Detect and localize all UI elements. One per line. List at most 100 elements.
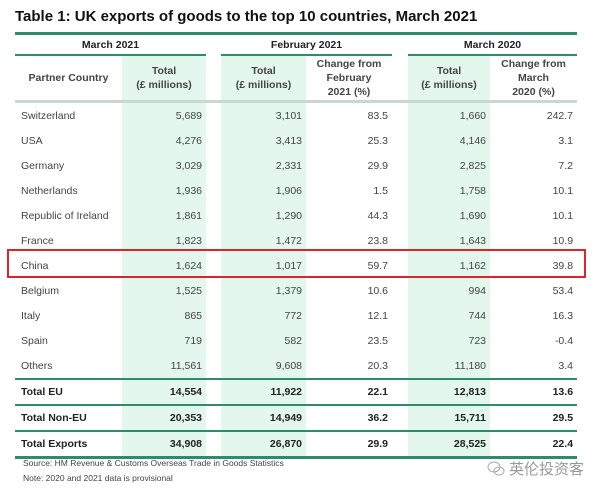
table-row: Others 11,561 9,608 20.3 11,180 3.4 [15, 353, 577, 379]
value-cell: 53.4 [552, 284, 574, 297]
value-cell: 4,146 [408, 128, 491, 153]
group-header: March 2020 [408, 32, 578, 56]
gap [206, 55, 222, 103]
provisional-note: Note: 2020 and 2021 data is provisional [23, 473, 173, 483]
value-cell: 39.8 [552, 259, 574, 272]
column-header: Total (£ millions) [221, 55, 307, 103]
value-cell: 1,690 [408, 203, 491, 228]
value-cell: 744 [408, 303, 491, 328]
value-cell: 582 [221, 328, 307, 353]
gap [206, 153, 222, 178]
country-cell: Others [21, 359, 53, 372]
value-cell: 1,758 [408, 178, 491, 203]
value-cell: 14,949 [221, 404, 307, 431]
gap [206, 278, 222, 303]
value-cell: 7.2 [558, 159, 574, 172]
value-cell: 719 [122, 328, 207, 353]
table-row: Netherlands 1,936 1,906 1.5 1,758 10.1 [15, 178, 577, 203]
value-cell: 1,861 [122, 203, 207, 228]
value-cell: 1,660 [408, 101, 491, 128]
value-cell: 2,825 [408, 153, 491, 178]
value-cell: 22.4 [490, 430, 578, 459]
value-cell: 1,379 [221, 278, 307, 303]
column-header: Change from March 2020 (%) [490, 55, 578, 103]
gap [392, 278, 409, 303]
value-cell: 23.8 [367, 234, 389, 247]
gap [392, 32, 409, 55]
country-cell: France [21, 234, 54, 247]
watermark: 英伦投资客 [487, 458, 584, 479]
value-cell: 723 [408, 328, 491, 353]
china-highlight-box [7, 249, 586, 278]
value-cell: 1,624 [122, 253, 207, 278]
value-cell: 10.1 [552, 184, 574, 197]
gap [206, 253, 222, 278]
value-cell: 11,180 [408, 353, 491, 379]
table-row: Belgium 1,525 1,379 10.6 994 53.4 [15, 278, 577, 303]
value-cell: -0.4 [554, 334, 574, 347]
total-row: Total Exports 34,908 26,870 29.9 28,525 22.4 [15, 430, 578, 459]
value-cell: 10.6 [367, 284, 389, 297]
table-row: Germany 3,029 2,331 29.9 2,825 7.2 [15, 153, 577, 178]
value-cell: 9,608 [221, 353, 307, 379]
value-cell: 29.9 [306, 430, 393, 459]
value-cell: 25.3 [367, 134, 389, 147]
country-cell: Spain [21, 334, 48, 347]
value-cell: 59.7 [367, 259, 389, 272]
value-cell: 12.1 [367, 309, 389, 322]
value-cell: 1,936 [122, 178, 207, 203]
gap [392, 328, 409, 353]
gap [392, 404, 409, 431]
total-row: Total EU 14,554 11,922 22.1 12,813 13.6 [15, 378, 578, 405]
value-cell: 1,823 [122, 228, 207, 253]
wechat-icon [487, 461, 505, 475]
country-cell: Total EU [15, 378, 122, 405]
table-row: Italy 865 772 12.1 744 16.3 [15, 303, 577, 328]
value-cell: 865 [122, 303, 207, 328]
value-cell: 2,331 [221, 153, 307, 178]
gap [392, 228, 409, 253]
column-header: Total (£ millions) [122, 55, 207, 103]
value-cell: 242.7 [546, 109, 574, 122]
gap [206, 328, 222, 353]
exports-table: March 2021 February 2021 March 2020 Part… [15, 32, 578, 459]
source-note: Source: HM Revenue & Customs Overseas Tr… [23, 458, 284, 468]
gap [392, 253, 409, 278]
gap [392, 303, 409, 328]
value-cell: 22.1 [306, 378, 393, 405]
gap [206, 404, 222, 431]
value-cell: 11,922 [221, 378, 307, 405]
value-cell: 15,711 [408, 404, 491, 431]
gap [206, 203, 222, 228]
value-cell: 3,413 [221, 128, 307, 153]
table-row: Republic of Ireland 1,861 1,290 44.3 1,690 10… [15, 203, 577, 228]
value-cell: 994 [408, 278, 491, 303]
value-cell: 16.3 [552, 309, 574, 322]
country-cell: Netherlands [21, 184, 78, 197]
gap [392, 378, 409, 405]
value-cell: 34,908 [122, 430, 207, 459]
total-row: Total Non-EU 20,353 14,949 36.2 15,711 29.5 [15, 404, 578, 431]
gap [206, 353, 222, 379]
value-cell: 772 [221, 303, 307, 328]
value-cell: 1,290 [221, 203, 307, 228]
gap [392, 203, 409, 228]
country-cell: Republic of Ireland [21, 209, 109, 222]
gap [206, 128, 222, 153]
country-cell: Total Exports [15, 430, 122, 459]
value-cell: 5,689 [122, 101, 207, 128]
value-cell: 1,472 [221, 228, 307, 253]
gap [392, 55, 409, 103]
value-cell: 1.5 [373, 184, 389, 197]
value-cell: 10.9 [552, 234, 574, 247]
country-cell: China [21, 259, 49, 272]
country-cell: Italy [21, 309, 41, 322]
value-cell: 1,906 [221, 178, 307, 203]
gap [206, 303, 222, 328]
value-cell: 3.1 [558, 134, 574, 147]
gap [206, 178, 222, 203]
gap [392, 353, 409, 379]
value-cell: 44.3 [367, 209, 389, 222]
gap [392, 178, 409, 203]
value-cell: 36.2 [306, 404, 393, 431]
